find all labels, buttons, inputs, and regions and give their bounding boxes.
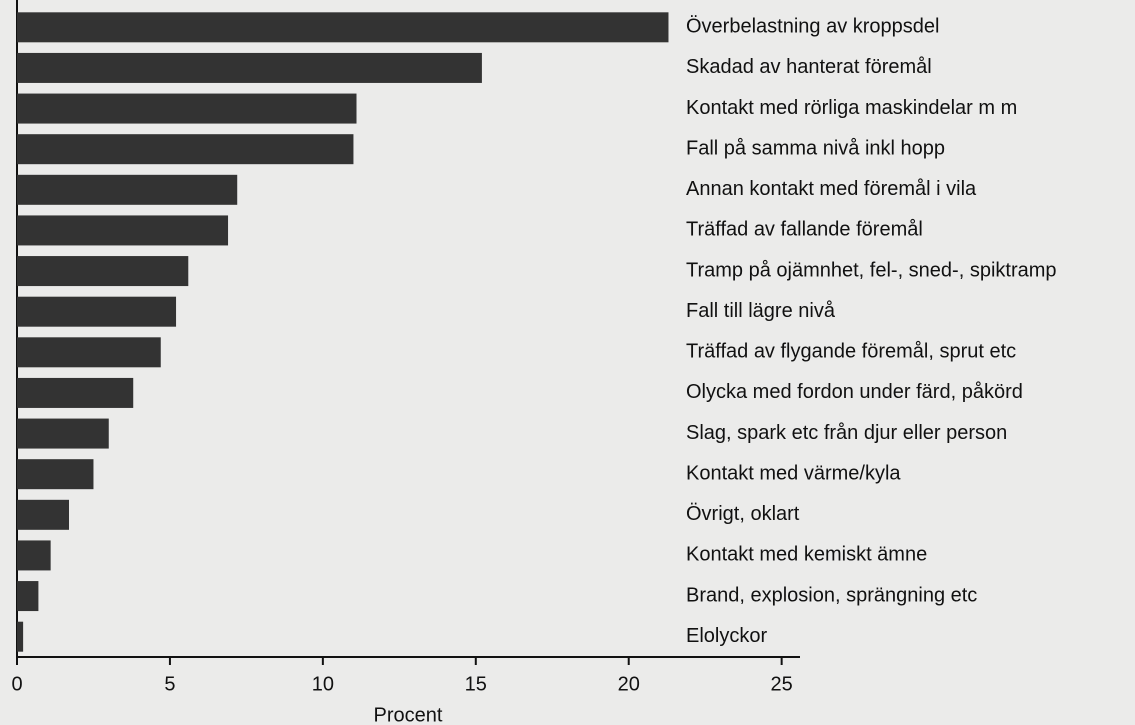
category-label: Olycka med fordon under färd, påkörd [686, 381, 1023, 403]
category-label: Träffad av flygande föremål, sprut etc [686, 341, 1016, 363]
x-tick-label: 0 [11, 673, 22, 695]
x-tick-label: 10 [312, 673, 334, 695]
bar [17, 52, 482, 83]
category-label: Annan kontakt med föremål i vila [686, 178, 977, 200]
bar [17, 540, 51, 571]
x-tick-label: 15 [465, 673, 487, 695]
category-label: Kontakt med kemiskt ämne [686, 544, 927, 566]
x-tick-label: 20 [618, 673, 640, 695]
bar [17, 499, 69, 530]
bar [17, 581, 39, 612]
category-label: Skadad av hanterat föremål [686, 56, 932, 78]
bar [17, 174, 238, 205]
x-tick-label: 25 [771, 673, 793, 695]
bar [17, 215, 229, 246]
category-label: Brand, explosion, sprängning etc [686, 584, 977, 606]
category-label: Fall på samma nivå inkl hopp [686, 137, 945, 159]
bar [17, 134, 354, 165]
bar [17, 621, 24, 652]
bar [17, 418, 109, 449]
category-label: Övrigt, oklart [686, 503, 800, 525]
category-label: Elolyckor [686, 625, 767, 647]
category-label: Tramp på ojämnhet, fel-, sned-, spiktram… [686, 259, 1057, 281]
category-label: Kontakt med rörliga maskindelar m m [686, 97, 1017, 119]
category-label: Överbelastning av kroppsdel [686, 16, 939, 38]
bar [17, 93, 357, 124]
bar [17, 256, 189, 287]
category-label: Fall till lägre nivå [686, 300, 836, 322]
bar [17, 296, 177, 327]
bar [17, 377, 134, 408]
x-tick-label: 5 [164, 673, 175, 695]
category-label: Slag, spark etc från djur eller person [686, 422, 1007, 444]
bar [17, 459, 94, 490]
bar [17, 337, 161, 368]
category-label: Kontakt med värme/kyla [686, 462, 901, 484]
bar [17, 12, 669, 43]
x-axis-label: Procent [374, 704, 443, 725]
category-label: Träffad av fallande föremål [686, 219, 923, 241]
